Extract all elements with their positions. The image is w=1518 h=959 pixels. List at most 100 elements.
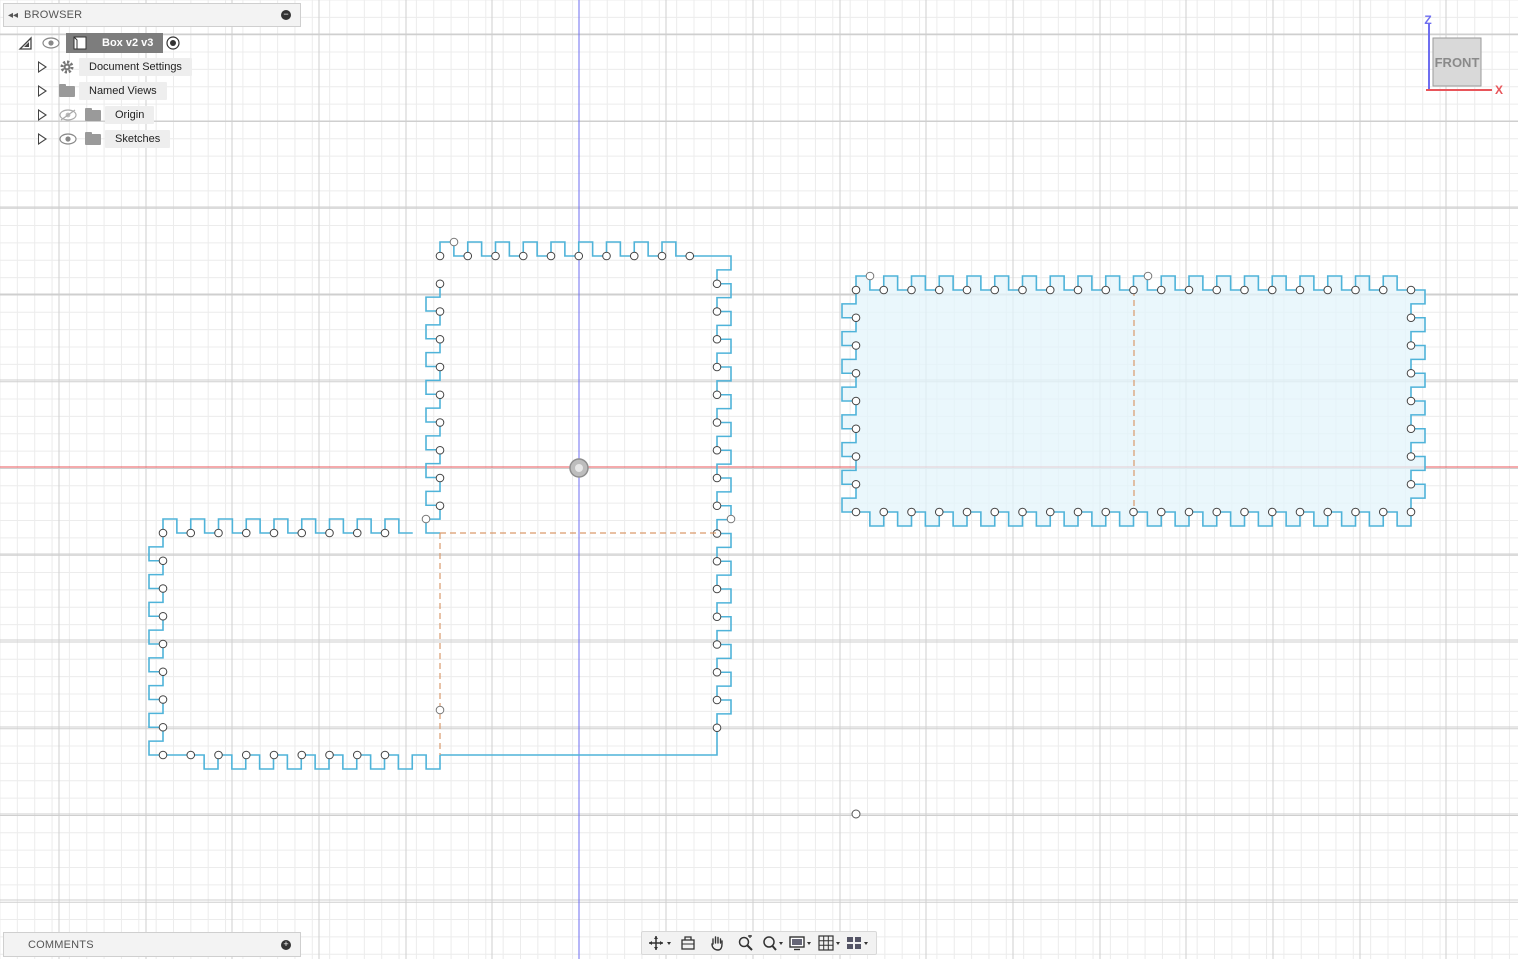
sketch-point[interactable] — [269, 528, 279, 538]
sketch-point[interactable] — [726, 514, 736, 524]
sketch-point[interactable] — [1351, 285, 1360, 295]
expand-triangle-icon[interactable] — [38, 85, 47, 97]
viewports-tool[interactable] — [846, 934, 870, 952]
sketch-point[interactable] — [851, 479, 861, 489]
sketch-point[interactable] — [1406, 452, 1416, 461]
profile-outline[interactable] — [162, 518, 413, 534]
browser-item-named-views[interactable]: Named Views — [38, 81, 167, 101]
sketch-point[interactable] — [297, 750, 307, 760]
sketch-point[interactable] — [851, 368, 861, 378]
sketch-point[interactable] — [657, 251, 667, 261]
sketch-point[interactable] — [449, 237, 459, 247]
sketch-point[interactable] — [712, 445, 722, 455]
visibility-eye-icon[interactable] — [59, 133, 77, 145]
sketch-point[interactable] — [158, 528, 168, 538]
sketch-point[interactable] — [962, 507, 972, 517]
sketch-point[interactable] — [1406, 368, 1416, 378]
sketch-point[interactable] — [1212, 507, 1222, 517]
sketch-point[interactable] — [435, 390, 445, 400]
sketch-point[interactable] — [1406, 396, 1416, 406]
sketch-point[interactable] — [1156, 507, 1166, 517]
sketch-point[interactable] — [1045, 507, 1055, 517]
fit-tool[interactable] — [761, 934, 785, 952]
sketch-point[interactable] — [629, 251, 639, 261]
sketch-point[interactable] — [1184, 285, 1194, 295]
sketch-point[interactable] — [1406, 479, 1416, 489]
sketch-point[interactable] — [421, 514, 431, 524]
expand-triangle-icon[interactable] — [38, 61, 47, 73]
sketch-point[interactable] — [214, 528, 223, 538]
sketch-point[interactable] — [990, 507, 1000, 517]
sketch-point[interactable] — [241, 750, 251, 760]
sketch-point[interactable] — [851, 341, 861, 350]
sketch-point[interactable] — [1129, 507, 1138, 517]
sketch-profile-right[interactable] — [841, 271, 1426, 527]
sketch-point[interactable] — [712, 584, 722, 594]
sketch-point[interactable] — [352, 528, 362, 538]
sketch-point[interactable] — [297, 528, 307, 538]
sketch-point[interactable] — [851, 452, 861, 461]
sketch-point[interactable] — [1267, 507, 1277, 517]
sketch-point[interactable] — [435, 334, 445, 344]
sketch-point[interactable] — [463, 251, 473, 261]
browser-item-origin[interactable]: Origin — [38, 105, 155, 125]
sketch-point[interactable] — [158, 556, 168, 566]
sketch-point[interactable] — [435, 418, 445, 427]
expand-triangle-icon[interactable] — [38, 109, 47, 121]
sketch-point[interactable] — [186, 750, 196, 760]
pan-tool[interactable] — [705, 934, 729, 952]
sketch-point[interactable] — [1323, 285, 1333, 295]
sketch-point[interactable] — [1378, 285, 1388, 295]
sketch-point[interactable] — [1406, 507, 1416, 517]
sketch-point[interactable] — [851, 809, 861, 819]
sketch-point[interactable] — [712, 501, 722, 511]
sketch-point[interactable] — [1212, 285, 1222, 295]
sketch-point[interactable] — [546, 251, 556, 261]
sketch-point[interactable] — [1143, 271, 1153, 281]
sketch-point[interactable] — [1156, 285, 1166, 295]
sketch-point[interactable] — [435, 307, 445, 316]
comments-panel-header[interactable]: COMMENTS + — [3, 932, 301, 957]
viewcube-face[interactable] — [1432, 37, 1482, 87]
sketch-point[interactable] — [712, 556, 722, 566]
sketch-point[interactable] — [1184, 507, 1194, 517]
sketch-point[interactable] — [435, 362, 445, 372]
sketch-point[interactable] — [962, 285, 972, 295]
sketch-point[interactable] — [1323, 507, 1333, 517]
sketch-point[interactable] — [1351, 507, 1360, 517]
sketch-profile-left[interactable] — [148, 514, 717, 770]
sketch-point[interactable] — [712, 307, 722, 316]
sketch-point[interactable] — [1406, 285, 1416, 295]
sketch-point[interactable] — [380, 750, 390, 760]
sketch-point[interactable] — [907, 507, 916, 517]
sketch-point[interactable] — [851, 285, 861, 295]
sketch-point[interactable] — [325, 528, 334, 538]
sketch-point[interactable] — [851, 424, 861, 434]
expand-triangle-icon[interactable] — [38, 133, 47, 145]
hidden-eye-icon[interactable] — [59, 109, 77, 121]
sketch-point[interactable] — [491, 251, 500, 261]
grid-settings-tool[interactable] — [818, 934, 842, 952]
sketch-point[interactable] — [1295, 285, 1305, 295]
sketch-point[interactable] — [380, 528, 390, 538]
sketch-point[interactable] — [712, 667, 722, 677]
sketch-point[interactable] — [851, 507, 861, 517]
zoom-tool[interactable] — [733, 934, 757, 952]
sketch-point[interactable] — [1406, 341, 1416, 350]
sketch-point[interactable] — [1378, 507, 1388, 517]
sketch-point[interactable] — [685, 251, 695, 261]
sketch-point[interactable] — [158, 750, 168, 760]
add-comment-button[interactable]: + — [281, 940, 291, 950]
sketch-point[interactable] — [158, 667, 168, 677]
sketch-point[interactable] — [712, 723, 722, 733]
sketch-profile-tall[interactable] — [425, 237, 736, 756]
sketch-point[interactable] — [435, 251, 445, 261]
sketch-point[interactable] — [214, 750, 223, 760]
sketch-point[interactable] — [158, 639, 168, 649]
profile-outline[interactable] — [439, 241, 732, 756]
sketch-point[interactable] — [435, 279, 445, 289]
sketch-point[interactable] — [1073, 507, 1083, 517]
sketch-point[interactable] — [851, 396, 861, 406]
sketch-point[interactable] — [325, 750, 334, 760]
